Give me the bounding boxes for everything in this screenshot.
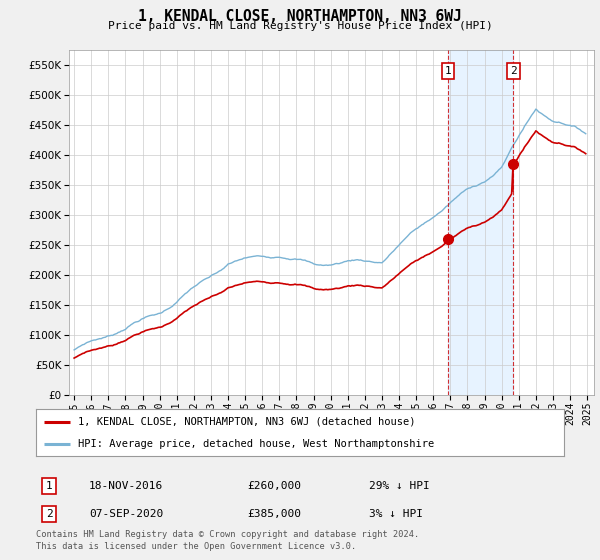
Text: This data is licensed under the Open Government Licence v3.0.: This data is licensed under the Open Gov… <box>36 542 356 550</box>
Text: 1: 1 <box>445 66 452 76</box>
Text: 1, KENDAL CLOSE, NORTHAMPTON, NN3 6WJ (detached house): 1, KENDAL CLOSE, NORTHAMPTON, NN3 6WJ (d… <box>78 417 416 427</box>
Text: Price paid vs. HM Land Registry's House Price Index (HPI): Price paid vs. HM Land Registry's House … <box>107 21 493 31</box>
Text: 07-SEP-2020: 07-SEP-2020 <box>89 509 163 519</box>
Text: 3% ↓ HPI: 3% ↓ HPI <box>368 509 422 519</box>
Text: 1: 1 <box>46 481 53 491</box>
Text: 18-NOV-2016: 18-NOV-2016 <box>89 481 163 491</box>
Text: £385,000: £385,000 <box>247 509 301 519</box>
Text: 2: 2 <box>46 509 53 519</box>
Text: HPI: Average price, detached house, West Northamptonshire: HPI: Average price, detached house, West… <box>78 438 434 449</box>
Text: 1, KENDAL CLOSE, NORTHAMPTON, NN3 6WJ: 1, KENDAL CLOSE, NORTHAMPTON, NN3 6WJ <box>138 9 462 24</box>
Text: 29% ↓ HPI: 29% ↓ HPI <box>368 481 430 491</box>
Text: Contains HM Land Registry data © Crown copyright and database right 2024.: Contains HM Land Registry data © Crown c… <box>36 530 419 539</box>
Bar <box>448 50 514 395</box>
Text: £260,000: £260,000 <box>247 481 301 491</box>
Text: 2: 2 <box>510 66 517 76</box>
